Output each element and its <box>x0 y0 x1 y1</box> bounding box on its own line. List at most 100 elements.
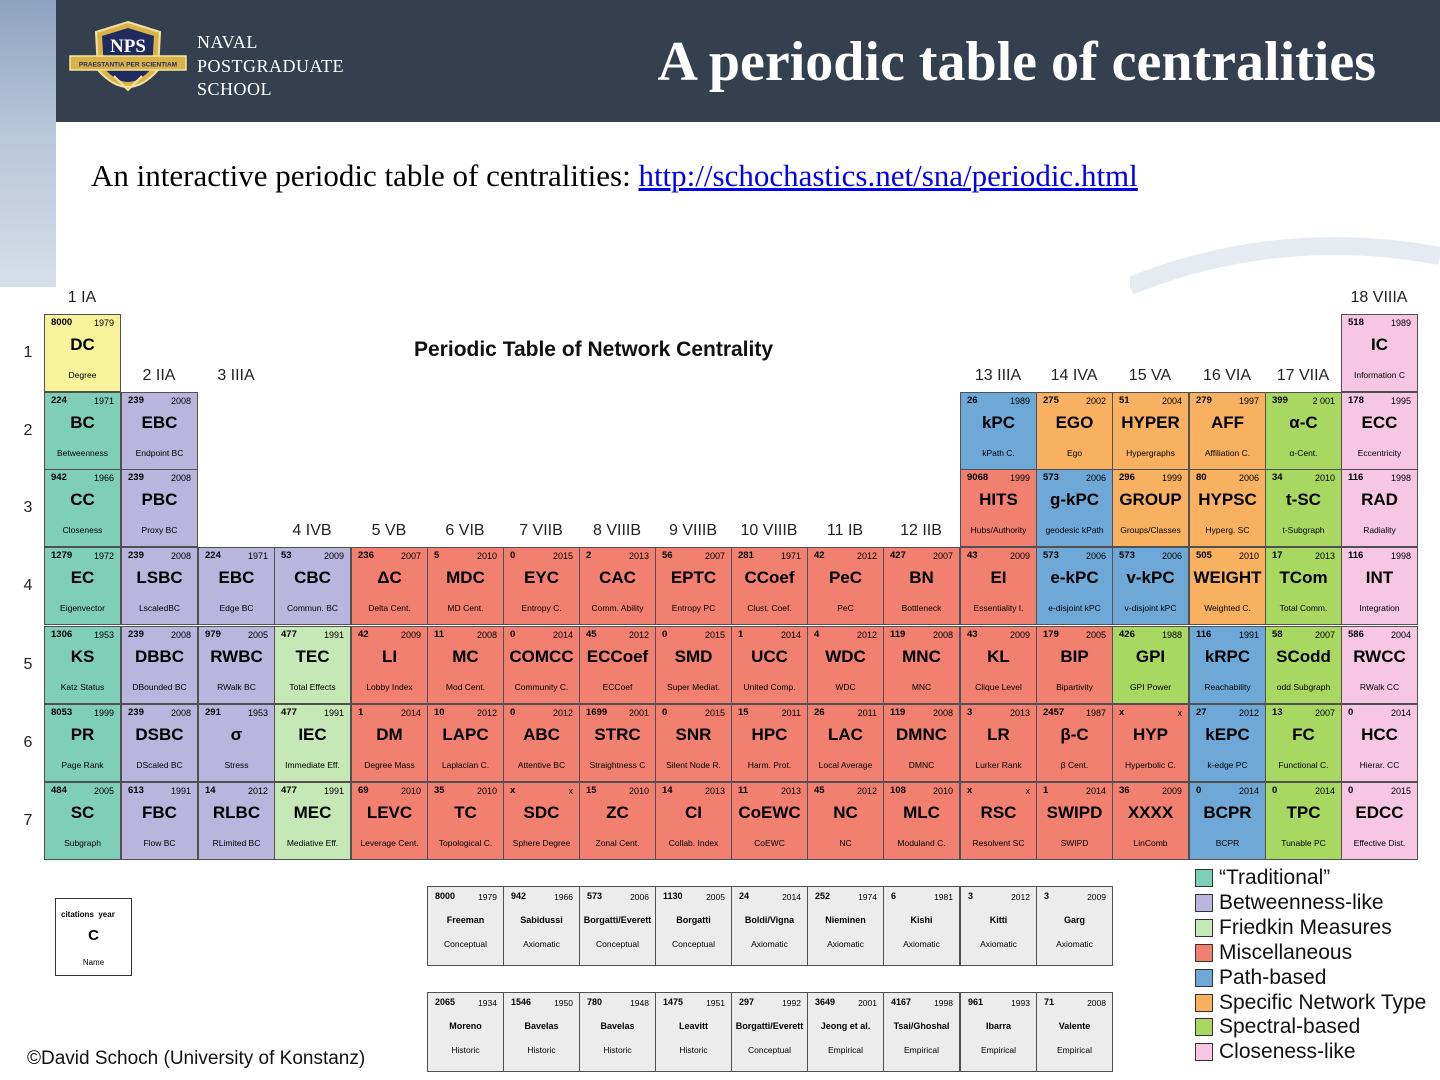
element-cell[interactable]: 119 2008 DMNC DMNC <box>883 704 960 782</box>
element-cell[interactable]: 0 2014 COMCC Community C. <box>503 626 580 704</box>
element-cell[interactable]: 0 2014 TPC Tunable PC <box>1265 782 1342 860</box>
element-cell[interactable]: 26 1989 kPC kPath C. <box>960 392 1037 470</box>
element-cell[interactable]: 484 2005 SC Subgraph <box>44 782 121 860</box>
element-cell[interactable]: 108 2010 MLC Moduland C. <box>883 782 960 860</box>
element-cell[interactable]: 42 2012 PeC PeC <box>807 547 884 625</box>
element-cell[interactable]: 10 2012 LAPC Laplacian C. <box>427 704 504 782</box>
element-cell[interactable]: 224 1971 BC Betweenness <box>44 392 121 470</box>
element-cell[interactable]: 11 2008 MC Mod Cent. <box>427 626 504 704</box>
element-cell[interactable]: 116 1991 kRPC Reachability <box>1189 626 1266 704</box>
element-cell[interactable]: 399 2 001 α-C α-Cent. <box>1265 392 1342 470</box>
element-cell[interactable]: 239 2008 DBBC DBounded BC <box>121 626 198 704</box>
element-cell[interactable]: 613 1991 FBC Flow BC <box>121 782 198 860</box>
element-cell[interactable]: 296 1999 GROUP Groups/Classes <box>1112 469 1189 547</box>
element-cell[interactable]: 505 2010 WEIGHT Weighted C. <box>1189 547 1266 625</box>
element-cell[interactable]: 35 2010 TC Topological C. <box>427 782 504 860</box>
element-cell[interactable]: 116 1998 RAD Radiality <box>1341 469 1418 547</box>
axiom-citations: 3 <box>968 891 974 901</box>
element-cell[interactable]: 26 2011 LAC Local Average <box>807 704 884 782</box>
element-cell[interactable]: 17 2013 TCom Total Comm. <box>1265 547 1342 625</box>
element-cell[interactable]: 43 2009 KL Clique Level <box>960 626 1037 704</box>
element-cell[interactable]: 15 2010 ZC Zonal Cent. <box>579 782 656 860</box>
element-cell[interactable]: 4 2012 WDC WDC <box>807 626 884 704</box>
element-cell[interactable]: x x HYP Hyperbolic C. <box>1112 704 1189 782</box>
element-cell[interactable]: 8053 1999 PR Page Rank <box>44 704 121 782</box>
element-cell[interactable]: 275 2002 EGO Ego <box>1036 392 1113 470</box>
element-cell[interactable]: 178 1995 ECC Eccentricity <box>1341 392 1418 470</box>
element-cell[interactable]: 11 2013 CoEWC CoEWC <box>731 782 808 860</box>
element-citations: 34 <box>1272 472 1283 483</box>
element-cell[interactable]: 13 2007 FC Functional C. <box>1265 704 1342 782</box>
element-cell[interactable]: 36 2009 XXXX LinComb <box>1112 782 1189 860</box>
element-cell[interactable]: 239 2008 LSBC LscaledBC <box>121 547 198 625</box>
element-cell[interactable]: 0 2015 SMD Super Mediat. <box>655 626 732 704</box>
element-cell[interactable]: 427 2007 BN Bottleneck <box>883 547 960 625</box>
element-cell[interactable]: x x RSC Resolvent SC <box>960 782 1037 860</box>
element-cell[interactable]: 1279 1972 EC Eigenvector <box>44 547 121 625</box>
element-cell[interactable]: 236 2007 ΔC Delta Cent. <box>351 547 428 625</box>
element-citations: 3 <box>967 707 973 718</box>
element-cell[interactable]: 116 1998 INT Integration <box>1341 547 1418 625</box>
element-citations: 586 <box>1348 629 1364 640</box>
element-cell[interactable]: 5 2010 MDC MD Cent. <box>427 547 504 625</box>
element-cell[interactable]: 2457 1987 β-C β Cent. <box>1036 704 1113 782</box>
element-cell[interactable]: 3 2013 LR Lurker Rank <box>960 704 1037 782</box>
element-cell[interactable]: 573 2006 e-kPC e-disjoint kPC <box>1036 547 1113 625</box>
element-cell[interactable]: 291 1953 σ Stress <box>198 704 275 782</box>
element-cell[interactable]: 0 2015 SNR Silent Node R. <box>655 704 732 782</box>
element-year: 2012 <box>247 786 268 796</box>
axiom-year: 1950 <box>554 998 573 1008</box>
element-cell[interactable]: 477 1991 IEC Immediate Eff. <box>274 704 351 782</box>
element-cell[interactable]: 942 1966 CC Closeness <box>44 469 121 547</box>
element-cell[interactable]: 14 2013 CI Collab. Index <box>655 782 732 860</box>
periodic-table-link[interactable]: http://schochastics.net/sna/periodic.htm… <box>638 158 1138 193</box>
element-symbol: INT <box>1365 568 1394 587</box>
element-cell[interactable]: 179 2005 BIP Bipartivity <box>1036 626 1113 704</box>
element-cell[interactable]: 573 2006 v-kPC v-disjoint kPC <box>1112 547 1189 625</box>
element-cell[interactable]: x x SDC Sphere Degree <box>503 782 580 860</box>
element-cell[interactable]: 0 2015 EDCC Effective Dist. <box>1341 782 1418 860</box>
element-cell[interactable]: 0 2012 ABC Attentive BC <box>503 704 580 782</box>
element-cell[interactable]: 9068 1999 HITS Hubs/Authority <box>960 469 1037 547</box>
element-year: 2011 <box>781 708 801 718</box>
element-cell[interactable]: 1306 1953 KS Katz Status <box>44 626 121 704</box>
element-cell[interactable]: 239 2008 PBC Proxy BC <box>121 469 198 547</box>
element-cell[interactable]: 477 1991 MEC Mediative Eff. <box>274 782 351 860</box>
element-cell[interactable]: 281 1971 CCoef Clust. Coef. <box>731 547 808 625</box>
element-cell[interactable]: 27 2012 kEPC k-edge PC <box>1189 704 1266 782</box>
element-cell[interactable]: 1 2014 SWIPD SWIPD <box>1036 782 1113 860</box>
element-cell[interactable]: 426 1988 GPI GPI Power <box>1112 626 1189 704</box>
element-cell[interactable]: 42 2009 LI Lobby Index <box>351 626 428 704</box>
element-cell[interactable]: 573 2006 g-kPC geodesic kPath <box>1036 469 1113 547</box>
element-cell[interactable]: 279 1997 AFF Affiliation C. <box>1189 392 1266 470</box>
element-cell[interactable]: 14 2012 RLBC RLimited BC <box>198 782 275 860</box>
element-cell[interactable]: 0 2015 EYC Entropy C. <box>503 547 580 625</box>
element-cell[interactable]: 53 2009 CBC Commun. BC <box>274 547 351 625</box>
element-cell[interactable]: 51 2004 HYPER Hypergraphs <box>1112 392 1189 470</box>
element-cell[interactable]: 56 2007 EPTC Entropy PC <box>655 547 732 625</box>
element-cell[interactable]: 119 2008 MNC MNC <box>883 626 960 704</box>
element-cell[interactable]: 1 2014 UCC United Comp. <box>731 626 808 704</box>
element-cell[interactable]: 45 2012 NC NC <box>807 782 884 860</box>
element-cell[interactable]: 80 2006 HYPSC Hyperg. SC <box>1189 469 1266 547</box>
element-cell[interactable]: 477 1991 TEC Total Effects <box>274 626 351 704</box>
element-cell[interactable]: 45 2012 ECCoef ECCoef <box>579 626 656 704</box>
element-cell[interactable]: 239 2008 EBC Endpoint BC <box>121 392 198 470</box>
element-cell[interactable]: 518 1989 IC Information C <box>1341 314 1418 392</box>
element-cell[interactable]: 43 2009 EI Essentiality I. <box>960 547 1037 625</box>
element-cell[interactable]: 239 2008 DSBC DScaled BC <box>121 704 198 782</box>
element-year: 1997 <box>1238 396 1259 406</box>
element-cell[interactable]: 224 1971 EBC Edge BC <box>198 547 275 625</box>
element-cell[interactable]: 8000 1979 DC Degree <box>44 314 121 392</box>
element-cell[interactable]: 58 2007 SCodd odd Subgraph <box>1265 626 1342 704</box>
element-cell[interactable]: 0 2014 BCPR BCPR <box>1189 782 1266 860</box>
element-cell[interactable]: 0 2014 HCC Hierar. CC <box>1341 704 1418 782</box>
element-cell[interactable]: 69 2010 LEVC Leverage Cent. <box>351 782 428 860</box>
element-cell[interactable]: 15 2011 HPC Harm. Prot. <box>731 704 808 782</box>
element-cell[interactable]: 586 2004 RWCC RWalk CC <box>1341 626 1418 704</box>
element-cell[interactable]: 1699 2001 STRC Straightness C <box>579 704 656 782</box>
element-cell[interactable]: 1 2014 DM Degree Mass <box>351 704 428 782</box>
element-cell[interactable]: 34 2010 t-SC t-Subgraph <box>1265 469 1342 547</box>
element-cell[interactable]: 979 2005 RWBC RWalk BC <box>198 626 275 704</box>
element-cell[interactable]: 2 2013 CAC Comm. Ability <box>579 547 656 625</box>
